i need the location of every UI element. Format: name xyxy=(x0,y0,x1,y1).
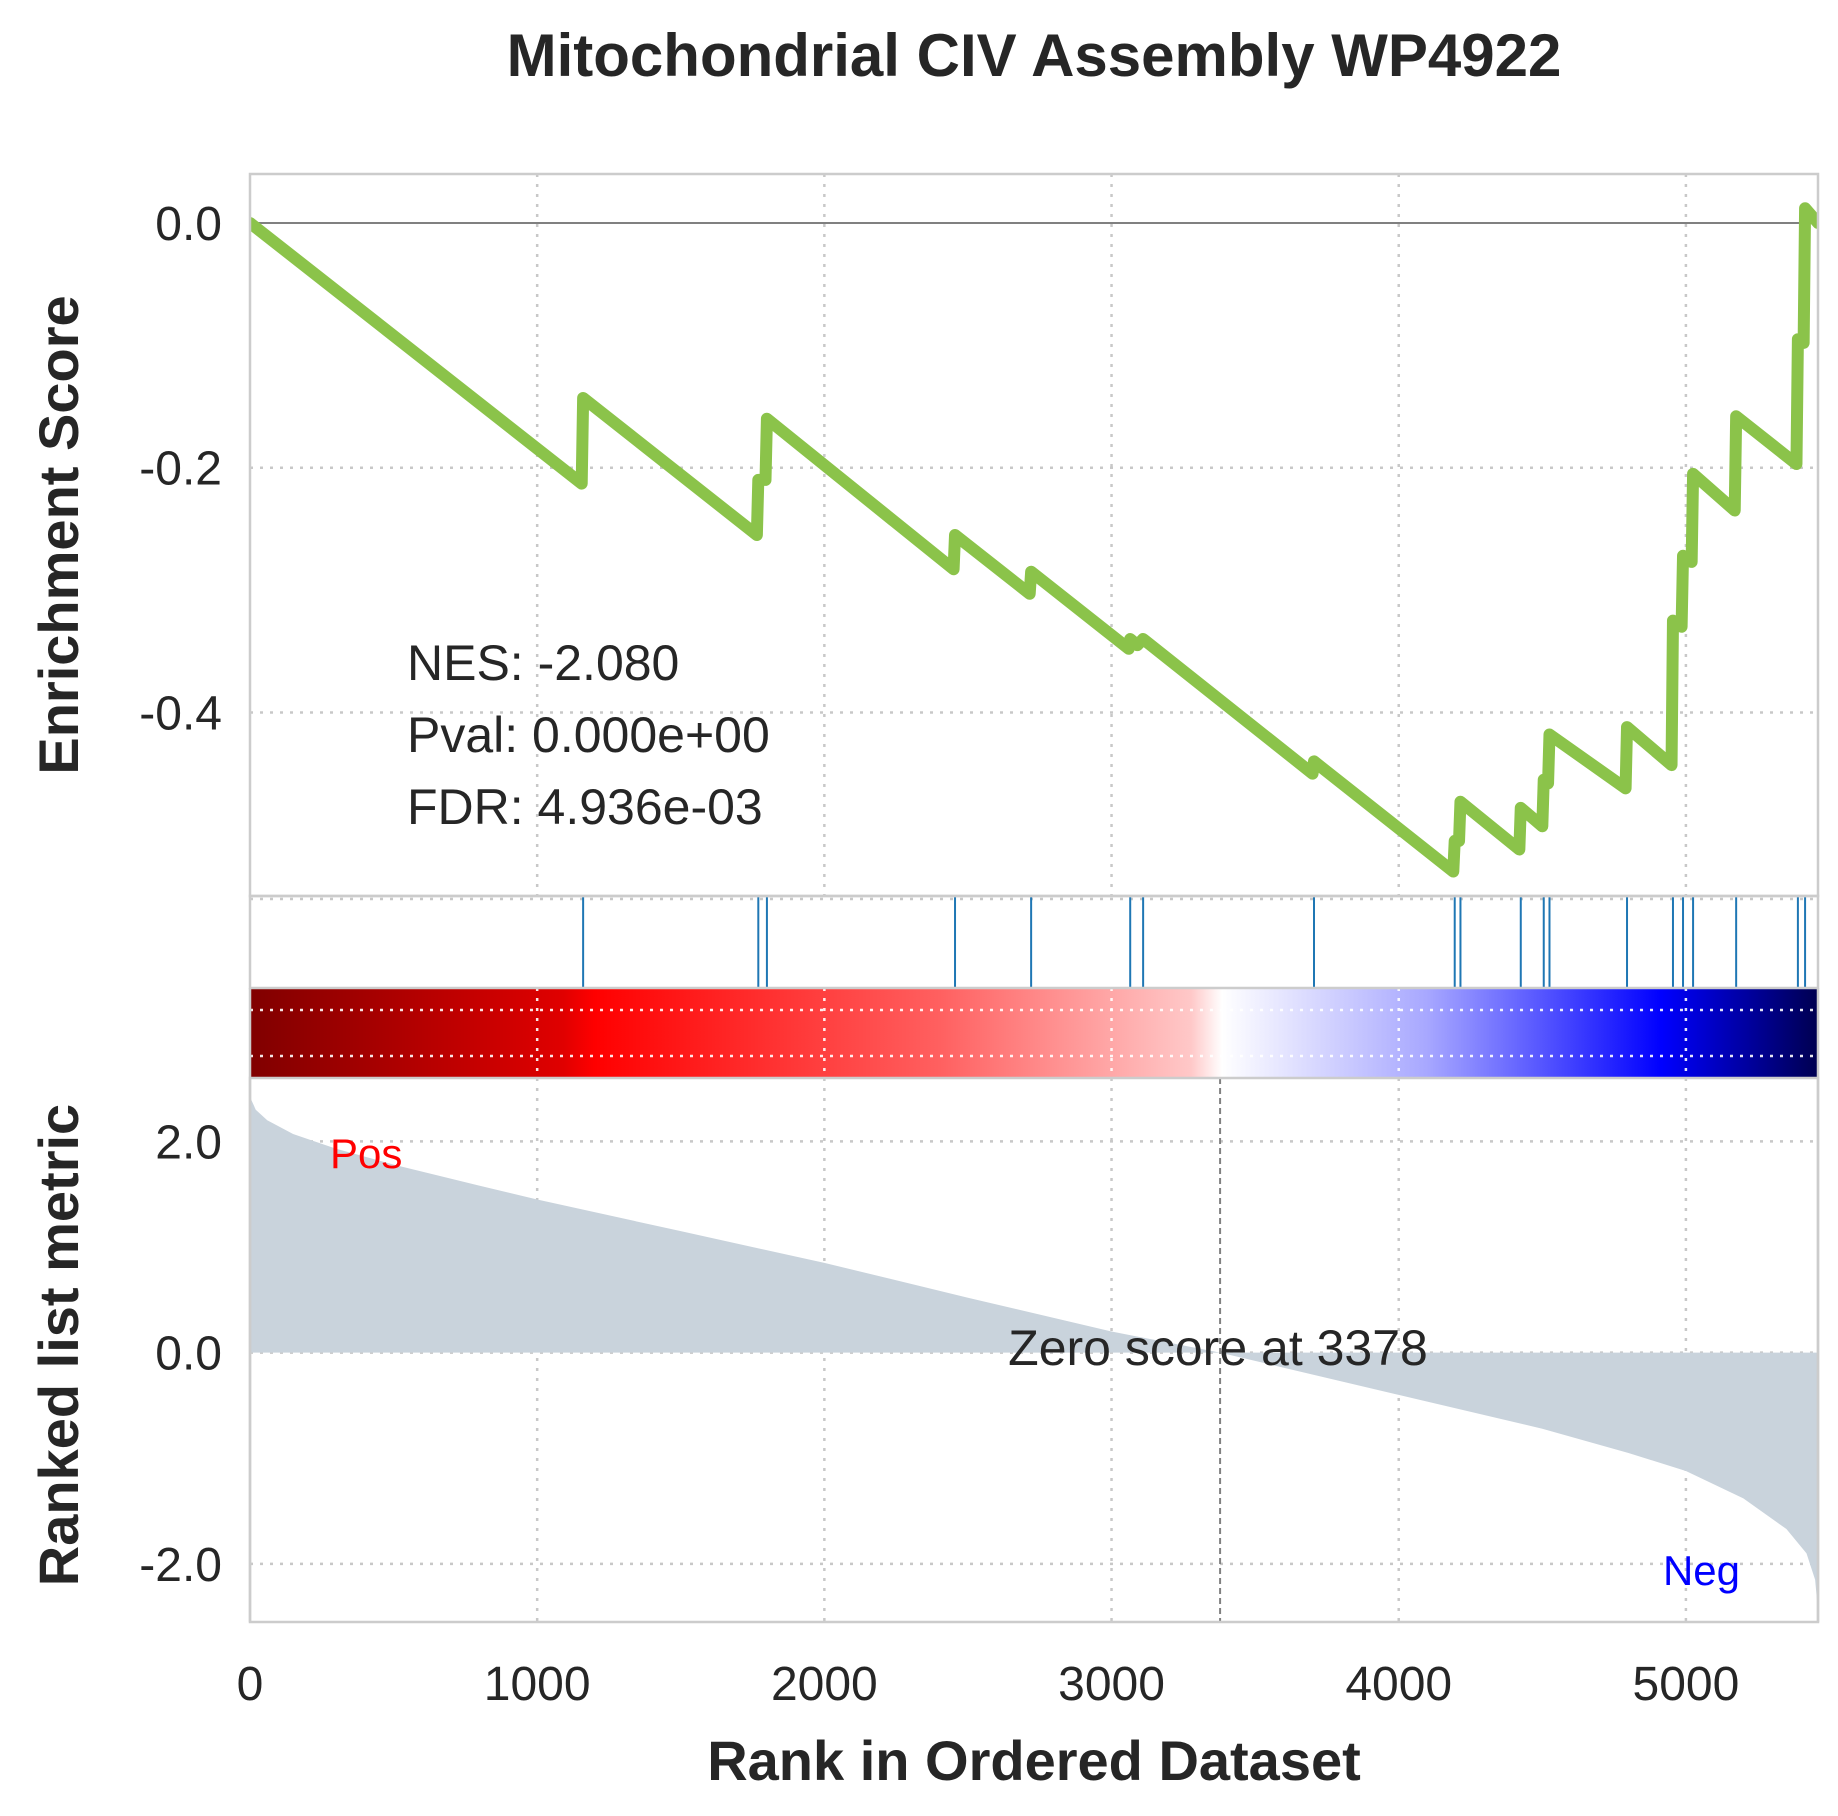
es-axis-label: Enrichment Score xyxy=(27,295,90,774)
x-tick-label: 3000 xyxy=(1058,1658,1165,1711)
hits-panel-frame xyxy=(248,894,1820,990)
enrichment-layer xyxy=(250,202,1818,878)
pval-annotation: Pval: 0.000e+00 xyxy=(407,707,770,763)
running-es-line xyxy=(250,202,1818,878)
rank-tick-label: 2.0 xyxy=(155,1116,222,1169)
chart-title: Mitochondrial CIV Assembly WP4922 xyxy=(507,22,1562,89)
x-axis-label: Rank in Ordered Dataset xyxy=(707,1729,1361,1792)
rank-tick-label: -2.0 xyxy=(139,1539,222,1592)
hits-layer xyxy=(582,896,1807,988)
es-tick-label: -0.2 xyxy=(139,443,222,496)
es-tick-label: 0.0 xyxy=(155,198,222,251)
x-tick-label: 1000 xyxy=(484,1658,591,1711)
tick-labels: 0.0 -0.2 -0.4 2.0 0.0 -2.0 0 1000 2000 3000 4000 50… xyxy=(139,198,1739,1711)
es-tick-label: -0.4 xyxy=(139,687,222,740)
neg-label: Neg xyxy=(1663,1547,1740,1594)
x-tick-label: 4000 xyxy=(1345,1658,1452,1711)
ranked-metric-area xyxy=(250,1097,1818,1612)
x-tick-label: 0 xyxy=(237,1658,264,1711)
heatmap-bar xyxy=(250,988,1818,1078)
zero-score-label: Zero score at 3378 xyxy=(1008,1320,1428,1376)
ranked-metric-layer xyxy=(250,1078,1818,1622)
nes-annotation: NES: -2.080 xyxy=(407,635,679,691)
pos-label: Pos xyxy=(330,1130,402,1177)
frames xyxy=(248,172,1820,1624)
fdr-annotation: FDR: 4.936e-03 xyxy=(407,779,763,835)
rank-tick-label: 0.0 xyxy=(155,1328,222,1381)
heatbar-layer xyxy=(250,988,1818,1078)
x-tick-label: 2000 xyxy=(771,1658,878,1711)
x-tick-label: 5000 xyxy=(1633,1658,1740,1711)
rank-axis-label: Ranked list metric xyxy=(27,1104,90,1586)
